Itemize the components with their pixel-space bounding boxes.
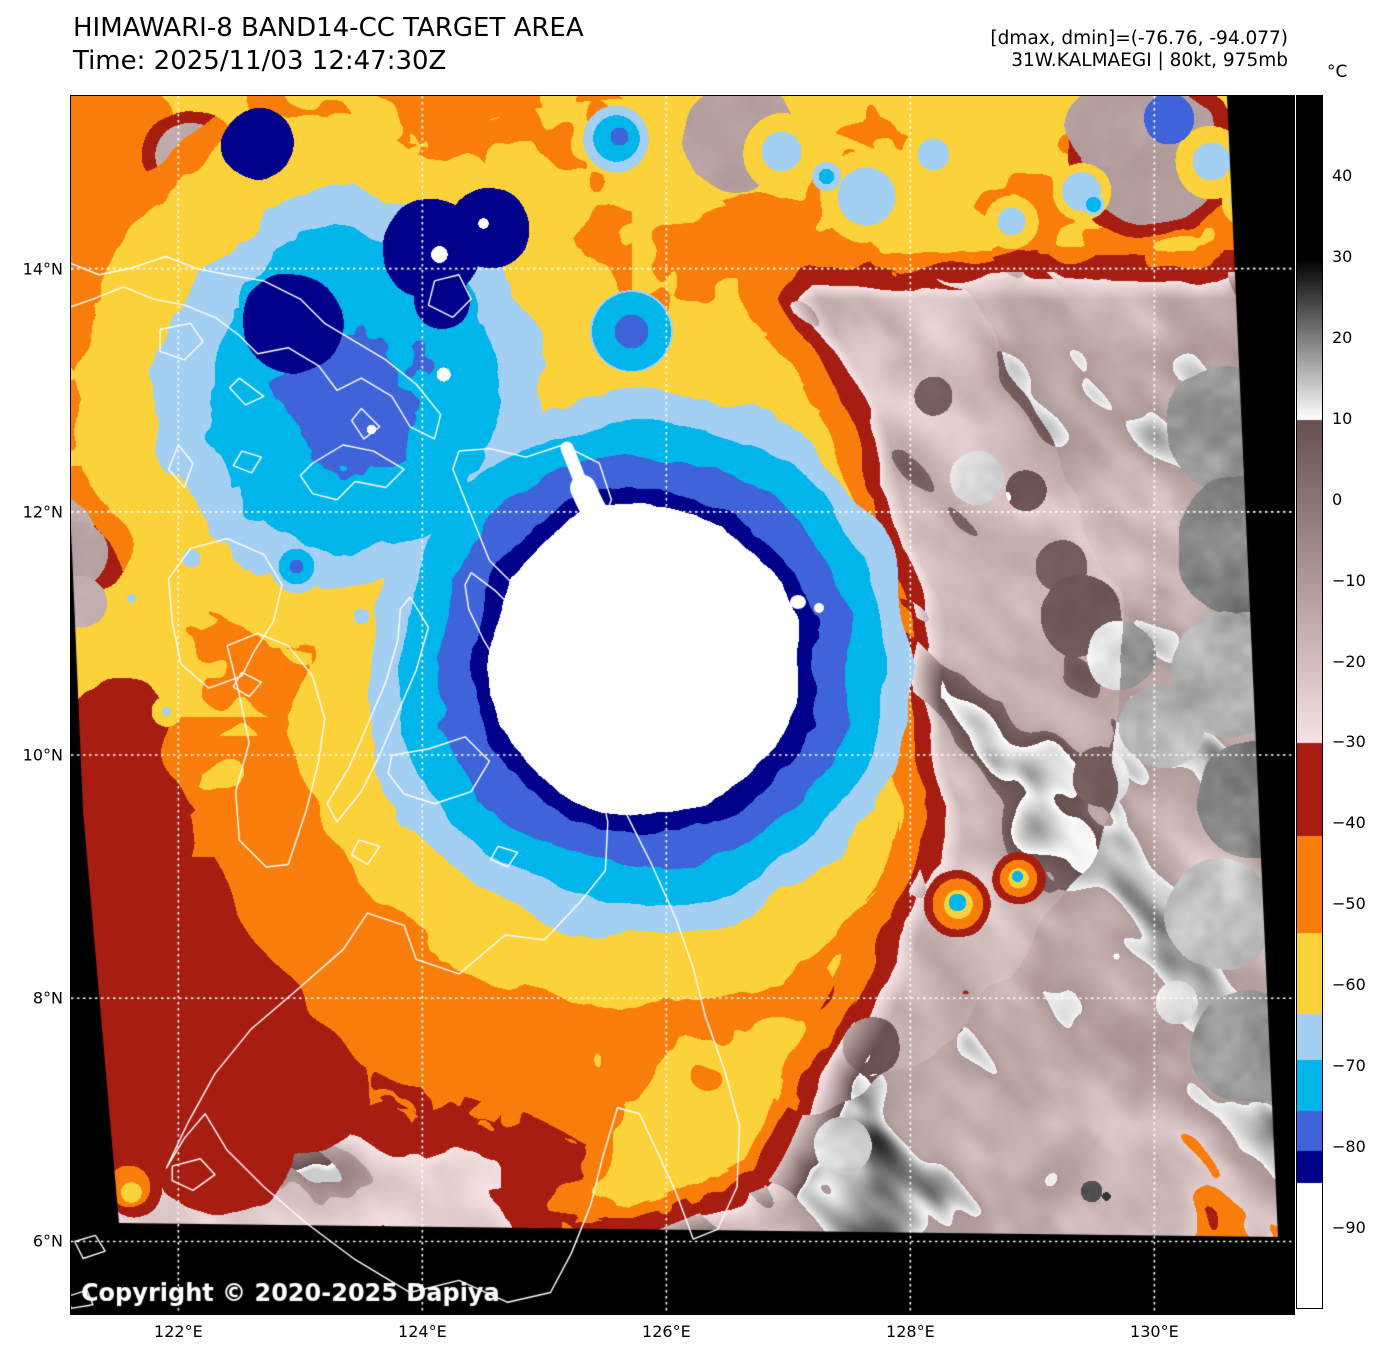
colorbar-tick-label: 20 [1332, 327, 1353, 347]
colorbar-tick-label: 10 [1332, 408, 1353, 428]
meta-block: [dmax, dmin]=(-76.76, -94.077) 31W.KALMA… [990, 28, 1288, 72]
y-axis-tick-label: 10°N [22, 745, 63, 765]
satellite-image-canvas [71, 96, 1294, 1314]
colorbar-tick-label: −80 [1332, 1137, 1366, 1157]
x-axis-tick-label: 122°E [154, 1322, 203, 1341]
map-plot-area [70, 95, 1295, 1315]
colorbar-tick-label: −20 [1332, 651, 1366, 671]
colorbar-tick-label: −60 [1332, 975, 1366, 995]
colorbar-tick-label: −30 [1332, 732, 1366, 752]
colorbar-tick-label: 0 [1332, 489, 1343, 509]
colorbar-tick-label: −70 [1332, 1056, 1366, 1076]
y-axis-tick-label: 14°N [22, 259, 63, 279]
timestamp: Time: 2025/11/03 12:47:30Z [73, 46, 447, 76]
colorbar-unit-label: °C [1327, 62, 1348, 82]
y-axis-tick-label: 6°N [32, 1231, 63, 1251]
colorbar-tick-label: −40 [1332, 813, 1366, 833]
x-axis-tick-label: 126°E [642, 1322, 691, 1341]
x-axis-tick-label: 124°E [398, 1322, 447, 1341]
colorbar-canvas [1297, 96, 1322, 1308]
product-title: HIMAWARI-8 BAND14-CC TARGET AREA [73, 13, 584, 43]
x-axis-tick-label: 128°E [886, 1322, 935, 1341]
y-axis-tick-label: 12°N [22, 502, 63, 522]
x-axis-tick-label: 130°E [1130, 1322, 1179, 1341]
colorbar [1296, 95, 1323, 1309]
dmax-dmin-readout: [dmax, dmin]=(-76.76, -94.077) [990, 28, 1288, 49]
colorbar-tick-label: −10 [1332, 570, 1366, 590]
colorbar-tick-label: 30 [1332, 246, 1353, 266]
colorbar-tick-label: −90 [1332, 1218, 1366, 1238]
colorbar-tick-label: 40 [1332, 165, 1353, 185]
y-axis-tick-label: 8°N [32, 988, 63, 1008]
title-block: HIMAWARI-8 BAND14-CC TARGET AREA Time: 2… [73, 12, 584, 78]
storm-info: 31W.KALMAEGI | 80kt, 975mb [1011, 50, 1288, 71]
colorbar-tick-label: −50 [1332, 894, 1366, 914]
